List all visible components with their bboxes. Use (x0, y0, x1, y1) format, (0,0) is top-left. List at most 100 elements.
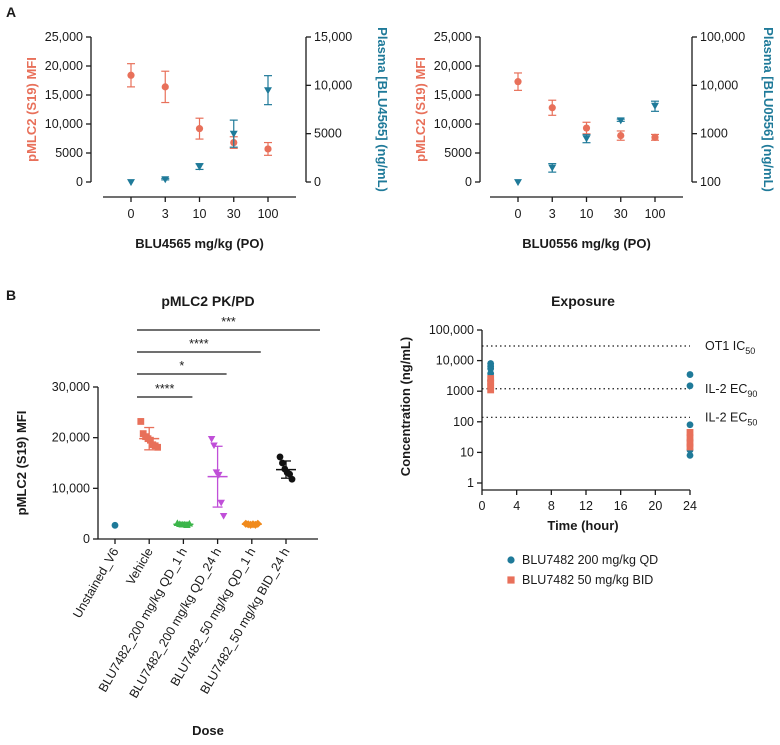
legend-label: BLU7482 50 mg/kg BID (522, 573, 653, 587)
qd-point (686, 451, 694, 459)
bid-point (686, 439, 694, 447)
x-tick-label: 0 (479, 499, 486, 513)
data-point-BLU7482_200 mg/kg QD_24 h (219, 512, 228, 520)
plasma-point-10 (582, 135, 591, 143)
chart-title: pMLC2 PK/PD (161, 293, 254, 309)
x-tick-label: Unstained_V6 (70, 545, 121, 620)
x-tick-label: 0 (515, 207, 522, 221)
mfi-point-10 (582, 124, 591, 132)
x-tick-label: 100 (258, 207, 279, 221)
panel-label-b: B (6, 287, 16, 303)
right-y-tick-label: 10,000 (700, 78, 738, 92)
y-tick-label: 10,000 (436, 354, 474, 368)
significance-label: **** (189, 337, 209, 351)
reference-line-label: OT1 IC50 (705, 339, 755, 356)
bid-point (487, 382, 495, 390)
mfi-point-3 (548, 104, 556, 112)
y-tick-label: 100 (453, 415, 474, 429)
legend-marker-0 (507, 556, 515, 564)
chart-blu0556: 0500010,00015,00020,00025,000100100010,0… (413, 27, 776, 251)
right-y-tick-label: 100,000 (700, 30, 745, 44)
legend-marker-1 (507, 576, 515, 584)
mfi-point-0 (514, 78, 522, 86)
x-tick-label: 10 (580, 207, 594, 221)
left-y-tick-label: 25,000 (45, 30, 83, 44)
x-tick-label: 30 (614, 207, 628, 221)
y-tick-label: 20,000 (52, 431, 90, 445)
left-y-tick-label: 15,000 (45, 88, 83, 102)
left-y-tick-label: 10,000 (434, 117, 472, 131)
right-y-tick-label: 100 (700, 175, 721, 189)
x-tick-label: 100 (645, 207, 666, 221)
mfi-point-100 (264, 145, 272, 153)
x-axis-label: Dose (192, 723, 224, 738)
left-y-tick-label: 0 (76, 175, 83, 189)
mfi-point-30 (617, 132, 625, 140)
right-y-tick-label: 10,000 (314, 78, 352, 92)
left-y-tick-label: 0 (465, 175, 472, 189)
x-tick-label: 20 (648, 499, 662, 513)
left-y-axis-label: pMLC2 (S19) MFI (24, 57, 39, 162)
y-tick-label: 10,000 (52, 481, 90, 495)
significance-label: **** (155, 382, 175, 396)
right-y-tick-label: 15,000 (314, 30, 352, 44)
right-y-tick-label: 1000 (700, 127, 728, 141)
left-y-tick-label: 5000 (444, 146, 472, 160)
x-tick-label: 3 (162, 207, 169, 221)
left-y-tick-label: 15,000 (434, 88, 472, 102)
x-axis-label: BLU0556 mg/kg (PO) (522, 236, 651, 251)
plasma-point-0 (127, 179, 135, 187)
x-tick-label: 12 (579, 499, 593, 513)
data-point-BLU7482_200 mg/kg QD_24 h (217, 499, 225, 507)
x-axis-label: Time (hour) (547, 518, 618, 533)
bid-point (686, 429, 694, 436)
plasma-point-10 (195, 163, 204, 171)
qd-point (686, 421, 694, 429)
right-y-axis-label: Plasma [BLU0556] (ng/mL) (761, 27, 776, 192)
y-tick-label: 10 (460, 445, 474, 459)
mfi-point-10 (195, 125, 204, 133)
data-point-BLU7482_50 mg/kg BID_24 h (288, 475, 296, 483)
x-tick-label: 10 (193, 207, 207, 221)
significance-label: * (179, 359, 184, 373)
plasma-point-0 (514, 179, 522, 187)
legend-label: BLU7482 200 mg/kg QD (522, 553, 658, 567)
right-y-tick-label: 5000 (314, 127, 342, 141)
y-axis-label: pMLC2 (S19) MFI (14, 411, 29, 516)
left-y-tick-label: 20,000 (45, 59, 83, 73)
chart-title: Exposure (551, 293, 615, 309)
qd-point (487, 365, 495, 372)
x-tick-label: 30 (227, 207, 241, 221)
panel-label-a: A (6, 4, 16, 20)
x-tick-label: 8 (548, 499, 555, 513)
y-tick-label: 0 (83, 532, 90, 546)
data-point-Vehicle (137, 418, 145, 425)
significance-label: *** (221, 315, 236, 329)
x-tick-label: 24 (683, 499, 697, 513)
mfi-point-3 (161, 83, 169, 91)
reference-line-label: IL-2 EC50 (705, 410, 757, 427)
data-point-BLU7482_200 mg/kg QD_24 h (215, 471, 223, 479)
data-point-Vehicle (147, 436, 154, 444)
y-tick-label: 30,000 (52, 380, 90, 394)
mfi-point-0 (127, 71, 135, 79)
x-tick-label: 16 (614, 499, 628, 513)
bid-point (487, 375, 495, 382)
y-tick-label: 1000 (446, 384, 474, 398)
chart-blu4565: 0 5000 10,000 15,000 20,000 25,000 0 5000 10,000… (24, 27, 390, 251)
plasma-point-100 (651, 102, 659, 110)
plasma-point-3 (548, 164, 557, 172)
x-axis-label: BLU4565 mg/kg (PO) (135, 236, 264, 251)
qd-point (686, 382, 694, 390)
data-point-Vehicle (154, 443, 161, 451)
left-y-tick-label: 10,000 (45, 117, 83, 131)
chart-pmlc2-pkpd: pMLC2 PK/PD 0 10,000 20,000 30,000 pMLC2 (S19… (14, 293, 320, 738)
data-point-BLU7482_50 mg/kg BID_24 h (276, 453, 284, 461)
y-tick-label: 1 (467, 476, 474, 490)
y-axis-label: Concentration (ng/mL) (398, 337, 413, 476)
x-tick-label: Vehicle (124, 545, 156, 587)
x-tick-label: 4 (513, 499, 520, 513)
plasma-point-30 (616, 117, 625, 125)
qd-point (686, 371, 694, 378)
